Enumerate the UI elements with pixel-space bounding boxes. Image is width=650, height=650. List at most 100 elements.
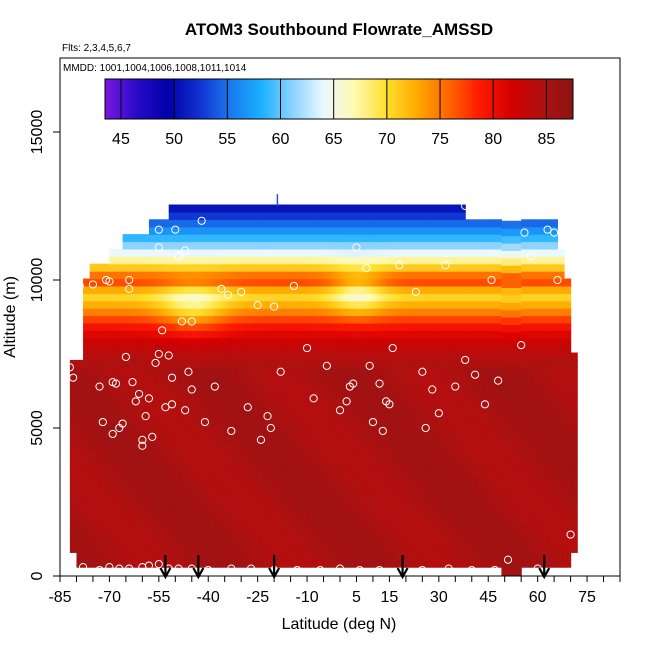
curtain-cell bbox=[307, 485, 311, 494]
curtain-cell bbox=[251, 374, 255, 383]
curtain-cell bbox=[214, 515, 219, 524]
curtain-cell bbox=[109, 522, 114, 531]
curtain-cell bbox=[125, 271, 130, 280]
curtain-cell bbox=[260, 345, 265, 354]
curtain-cell bbox=[251, 219, 255, 228]
curtain-cell bbox=[260, 271, 265, 280]
curtain-cell bbox=[396, 500, 400, 509]
curtain-cell bbox=[191, 285, 196, 294]
curtain-cell bbox=[372, 374, 377, 383]
curtain-cell bbox=[392, 285, 397, 294]
curtain-cell bbox=[195, 500, 199, 509]
curtain-cell bbox=[132, 500, 137, 509]
curtain-cell bbox=[129, 530, 134, 539]
curtain-cell bbox=[244, 374, 249, 383]
curtain-cell bbox=[208, 211, 213, 220]
curtain-cell bbox=[382, 374, 387, 383]
curtain-cell bbox=[168, 211, 173, 220]
curtain-cell bbox=[241, 300, 246, 309]
curtain-cell bbox=[310, 204, 315, 213]
curtain-cell bbox=[284, 537, 288, 546]
curtain-cell bbox=[201, 530, 206, 539]
curtain-cell bbox=[234, 419, 239, 428]
curtain-cell bbox=[396, 374, 400, 383]
curtain-cell bbox=[181, 559, 186, 568]
curtain-cell bbox=[168, 204, 173, 213]
curtain-cell bbox=[264, 248, 269, 257]
curtain-cell bbox=[343, 559, 348, 568]
curtain-cell bbox=[218, 263, 223, 272]
curtain-cell bbox=[76, 500, 81, 509]
curtain-cell bbox=[165, 308, 170, 317]
curtain-cell bbox=[313, 500, 318, 509]
curtain-cell bbox=[231, 367, 236, 376]
curtain-cell bbox=[247, 204, 252, 213]
curtain-cell bbox=[234, 433, 239, 442]
curtain-cell bbox=[204, 537, 209, 546]
curtain-cell bbox=[224, 285, 229, 294]
curtain-cell bbox=[293, 522, 298, 531]
curtain-cell bbox=[241, 330, 246, 339]
curtain-cell bbox=[178, 552, 183, 561]
curtain-cell bbox=[290, 263, 295, 272]
curtain-cell bbox=[363, 234, 367, 243]
curtain-cell bbox=[116, 522, 120, 531]
curtain-cell bbox=[178, 493, 183, 502]
curtain-cell bbox=[340, 285, 344, 294]
curtain-cell bbox=[340, 226, 344, 235]
curtain-cell bbox=[257, 522, 262, 531]
curtain-cell bbox=[122, 537, 127, 546]
curtain-cell bbox=[392, 433, 397, 442]
curtain-cell bbox=[188, 485, 193, 494]
curtain-cell bbox=[241, 515, 246, 524]
curtain-cell bbox=[349, 219, 354, 228]
curtain-cell bbox=[201, 234, 206, 243]
curtain-cell bbox=[402, 315, 407, 324]
curtain-cell bbox=[204, 211, 209, 220]
curtain-cell bbox=[69, 507, 74, 516]
curtain-cell bbox=[198, 374, 203, 383]
curtain-cell bbox=[386, 315, 391, 324]
curtain-cell bbox=[297, 559, 302, 568]
curtain-cell bbox=[237, 300, 242, 309]
curtain-cell bbox=[280, 530, 285, 539]
curtain-cell bbox=[135, 493, 140, 502]
curtain-cell bbox=[303, 352, 308, 361]
curtain-cell bbox=[340, 537, 344, 546]
curtain-cell bbox=[181, 456, 186, 465]
curtain-cell bbox=[277, 359, 282, 368]
curtain-cell bbox=[326, 396, 331, 405]
curtain-cell bbox=[231, 219, 236, 228]
curtain-cell bbox=[214, 493, 219, 502]
curtain-cell bbox=[284, 470, 288, 479]
curtain-cell bbox=[119, 263, 124, 272]
curtain-cell bbox=[330, 463, 335, 472]
curtain-cell bbox=[155, 485, 160, 494]
curtain-cell bbox=[132, 411, 137, 420]
curtain-cell bbox=[135, 507, 140, 516]
curtain-cell bbox=[310, 544, 315, 553]
curtain-cell bbox=[155, 382, 160, 391]
curtain-cell bbox=[234, 559, 239, 568]
curtain-cell bbox=[241, 544, 246, 553]
curtain-cell bbox=[310, 478, 315, 487]
curtain-cell bbox=[382, 456, 387, 465]
curtain-cell bbox=[396, 559, 400, 568]
curtain-cell bbox=[340, 404, 344, 413]
curtain-cell bbox=[251, 263, 255, 272]
curtain-cell bbox=[392, 515, 397, 524]
curtain-cell bbox=[79, 419, 84, 428]
curtain-cell bbox=[379, 456, 384, 465]
curtain-cell bbox=[287, 300, 292, 309]
curtain-cell bbox=[376, 308, 381, 317]
curtain-cell bbox=[191, 263, 196, 272]
curtain-cell bbox=[214, 522, 219, 531]
curtain-cell bbox=[231, 507, 236, 516]
curtain-cell bbox=[389, 441, 394, 450]
curtain-cell bbox=[346, 456, 351, 465]
curtain-cell bbox=[125, 404, 130, 413]
curtain-cell bbox=[396, 522, 400, 531]
curtain-cell bbox=[228, 322, 232, 331]
curtain-cell bbox=[109, 470, 114, 479]
curtain-cell bbox=[405, 359, 410, 368]
